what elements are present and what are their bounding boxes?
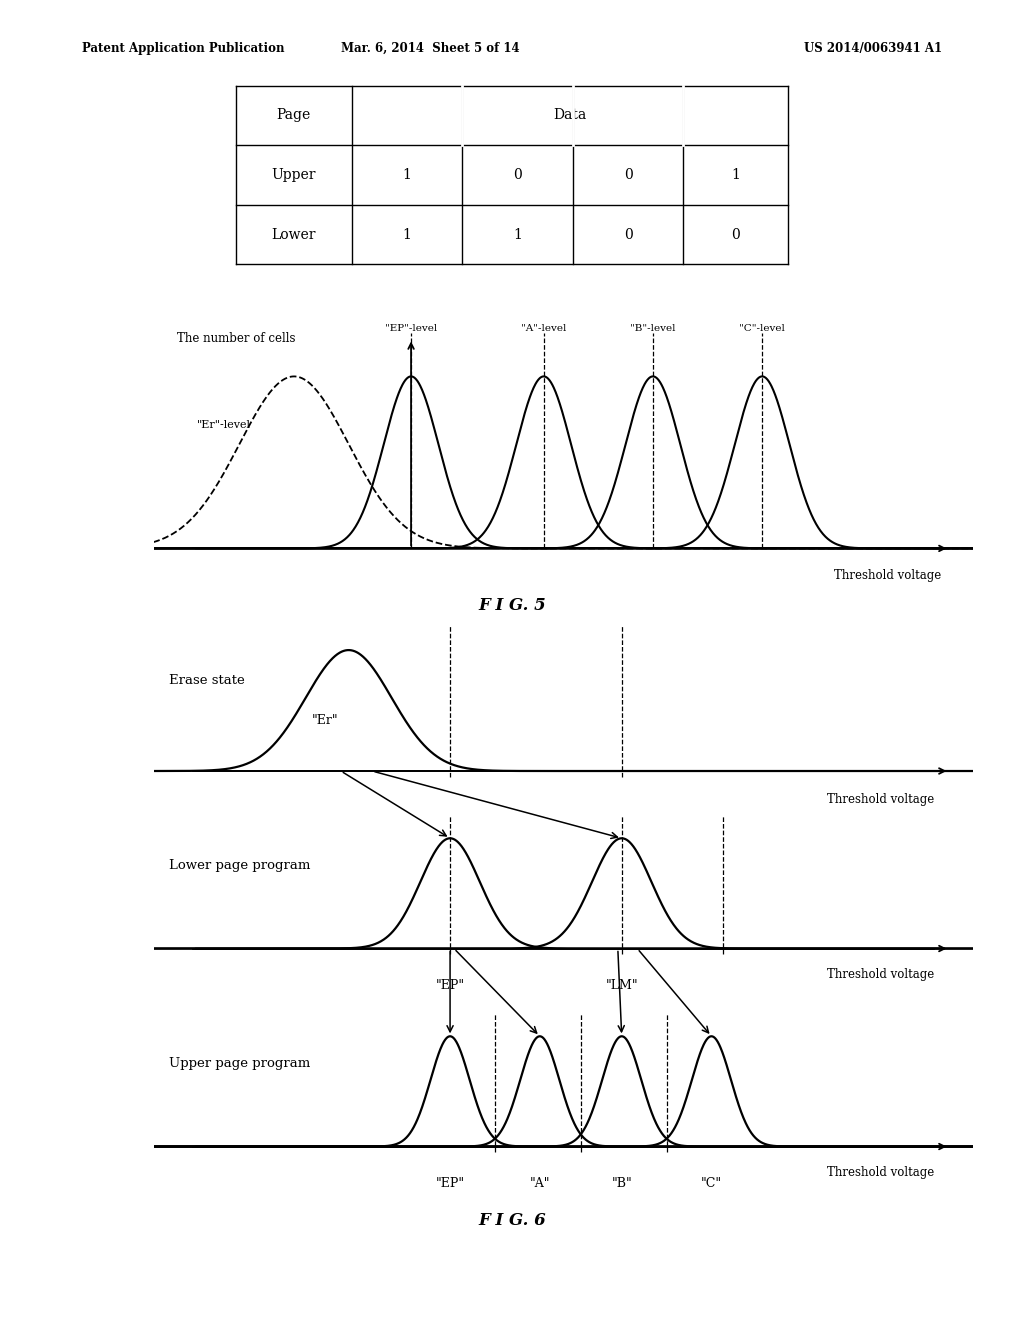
Text: 1: 1 xyxy=(731,168,740,182)
Text: Erase state: Erase state xyxy=(169,673,245,686)
Text: "Er"-level: "Er"-level xyxy=(197,420,251,429)
Text: "C": "C" xyxy=(700,1177,722,1191)
Text: "B"-level: "B"-level xyxy=(630,325,676,334)
Text: "LM": "LM" xyxy=(605,979,638,993)
Text: Threshold voltage: Threshold voltage xyxy=(826,969,934,981)
Text: 0: 0 xyxy=(624,227,633,242)
Text: Threshold voltage: Threshold voltage xyxy=(826,1167,934,1179)
Text: Lower page program: Lower page program xyxy=(169,859,310,873)
Text: "A": "A" xyxy=(529,1177,550,1191)
Text: The number of cells: The number of cells xyxy=(177,333,296,346)
Text: Data: Data xyxy=(553,108,587,123)
Text: Lower: Lower xyxy=(271,227,315,242)
Text: Patent Application Publication: Patent Application Publication xyxy=(82,42,285,55)
Text: Upper: Upper xyxy=(271,168,315,182)
Text: 1: 1 xyxy=(513,227,522,242)
Text: US 2014/0063941 A1: US 2014/0063941 A1 xyxy=(804,42,942,55)
Text: "C"-level: "C"-level xyxy=(739,325,785,334)
Text: Mar. 6, 2014  Sheet 5 of 14: Mar. 6, 2014 Sheet 5 of 14 xyxy=(341,42,519,55)
Text: "B": "B" xyxy=(611,1177,632,1191)
Text: 1: 1 xyxy=(402,168,412,182)
Text: Page: Page xyxy=(276,108,310,123)
Text: "EP"-level: "EP"-level xyxy=(385,325,437,334)
Text: 0: 0 xyxy=(513,168,522,182)
Text: Upper page program: Upper page program xyxy=(169,1057,310,1071)
Text: "A"-level: "A"-level xyxy=(521,325,566,334)
Text: Threshold voltage: Threshold voltage xyxy=(835,569,942,582)
Text: 1: 1 xyxy=(402,227,412,242)
Text: "EP": "EP" xyxy=(435,979,465,993)
Text: F I G. 6: F I G. 6 xyxy=(478,1212,546,1229)
Text: "Er": "Er" xyxy=(312,714,339,727)
Text: "EP": "EP" xyxy=(435,1177,465,1191)
Text: F I G. 5: F I G. 5 xyxy=(478,597,546,614)
Text: 0: 0 xyxy=(731,227,740,242)
Text: 0: 0 xyxy=(624,168,633,182)
Text: Threshold voltage: Threshold voltage xyxy=(826,793,934,805)
